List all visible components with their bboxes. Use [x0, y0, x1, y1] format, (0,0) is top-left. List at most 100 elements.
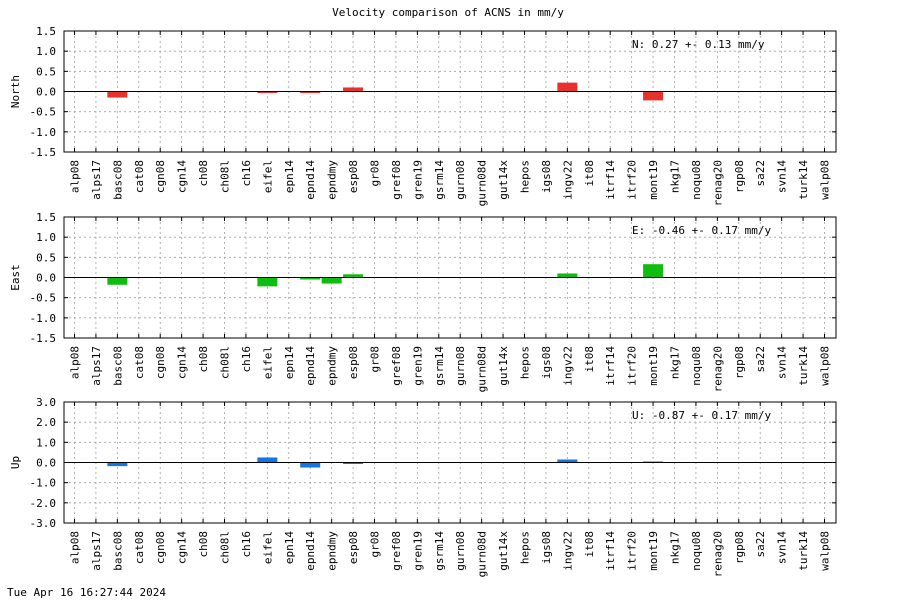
x-tick-label: gurn08 [454, 346, 467, 386]
x-tick-label: gren19 [411, 160, 424, 200]
x-tick-label: nkg17 [669, 160, 682, 193]
y-tick-label: 3.0 [36, 396, 56, 409]
x-tick-label: mont19 [647, 346, 660, 386]
x-tick-label: turk14 [797, 160, 810, 200]
x-tick-label: ingv22 [561, 531, 574, 571]
y-tick-label: 0.5 [36, 251, 56, 264]
up-panel: -3.0 -2.0 -1.0 0.0 1.0 2.0 3.0 alp08 alps17 basc0… [9, 396, 837, 577]
x-tick-label: eifel [261, 346, 274, 379]
x-tick-label: epndmy [326, 346, 339, 386]
stats-annotation: N: 0.27 +- 0.13 mm/y [632, 38, 765, 51]
x-tick-label: itrf20 [626, 160, 639, 200]
bar-north-eifel [257, 91, 278, 93]
y-tick-label: -0.5 [30, 106, 57, 119]
x-tick-label: epn14 [283, 160, 296, 193]
y-tick-label: -2.0 [30, 497, 57, 510]
x-tick-label: epnd14 [304, 160, 317, 200]
x-tick-label: igs08 [540, 346, 553, 379]
x-tick-label: esp08 [347, 346, 360, 379]
x-tick-label: epndmy [326, 531, 339, 571]
x-tick-label: svn14 [776, 531, 789, 564]
bar-east-epndmy [321, 277, 342, 284]
y-tick-label: -0.5 [30, 292, 57, 305]
x-tick-label: walp08 [819, 531, 832, 571]
x-tick-label: gref08 [390, 160, 403, 200]
x-tick-label: cgn14 [176, 346, 189, 379]
x-tick-label: itrf14 [604, 346, 617, 386]
y-tick-label: -1.0 [30, 477, 57, 490]
bar-east-epnd14 [300, 277, 321, 280]
stats-annotation: E: -0.46 +- 0.17 mm/y [632, 224, 771, 237]
bar-north-ingv22 [557, 82, 578, 92]
x-tick-label: gurn08d [476, 531, 489, 577]
x-tick-label: gut14x [497, 160, 510, 200]
bar-north-epnd14 [300, 91, 321, 93]
x-tick-label: gsrm14 [433, 531, 446, 571]
bar-up-esp08 [343, 462, 364, 464]
x-tick-label: ch08 [197, 346, 210, 373]
x-tick-label: mont19 [647, 160, 660, 200]
y-tick-label: 0.0 [36, 457, 56, 470]
timestamp: Tue Apr 16 16:27:44 2024 [7, 586, 166, 599]
x-tick-label: cat08 [133, 531, 146, 564]
x-tick-label: epnd14 [304, 346, 317, 386]
x-tick-label: epndmy [326, 160, 339, 200]
y-tick-label: 0.5 [36, 65, 56, 78]
stats-annotation: U: -0.87 +- 0.17 mm/y [632, 409, 771, 422]
x-tick-label: walp08 [819, 346, 832, 386]
x-tick-label: gref08 [390, 531, 403, 571]
x-tick-label: ingv22 [561, 160, 574, 200]
plot-frame [63, 216, 837, 339]
x-tick-label: rgp08 [733, 346, 746, 379]
x-tick-label: basc08 [111, 160, 124, 200]
x-tick-label: svn14 [776, 160, 789, 193]
x-tick-label: gr08 [369, 160, 382, 187]
x-tick-label: itrf14 [604, 160, 617, 200]
y-axis-label: North [9, 75, 22, 108]
x-tick-label: hepos [519, 346, 532, 379]
y-axis-label: Up [9, 456, 22, 469]
chart-panels: -1.5 -1.0 -0.5 0.0 0.5 1.0 1.5 alp08 alps17 basc0… [9, 25, 837, 577]
bar-up-eifel [257, 457, 278, 463]
x-tick-label: ch08 [197, 160, 210, 187]
x-tick-label: it08 [583, 531, 596, 558]
x-tick-label: it08 [583, 160, 596, 187]
y-tick-label: 1.5 [36, 211, 56, 224]
x-tick-label: nkg17 [669, 531, 682, 564]
y-tick-label: 1.0 [36, 45, 56, 58]
bar-up-ingv22 [557, 459, 578, 463]
y-tick-label: -1.5 [30, 146, 57, 159]
x-tick-label: alps17 [90, 160, 103, 200]
north-panel: -1.5 -1.0 -0.5 0.0 0.5 1.0 1.5 alp08 alps17 basc0… [9, 25, 837, 206]
y-tick-label: -1.0 [30, 126, 57, 139]
x-tick-label: ingv22 [561, 346, 574, 386]
x-tick-label: alps17 [90, 346, 103, 386]
x-tick-label: cat08 [133, 160, 146, 193]
x-tick-label: walp08 [819, 160, 832, 200]
x-tick-label: ch08l [219, 160, 232, 193]
bar-east-ingv22 [557, 273, 578, 278]
x-tick-label: ch16 [240, 160, 253, 187]
x-tick-label: gut14x [497, 346, 510, 386]
x-tick-label: eifel [261, 160, 274, 193]
bar-north-basc08 [107, 91, 128, 98]
y-tick-label: 0.0 [36, 86, 56, 99]
y-tick-label: 1.0 [36, 436, 56, 449]
bar-east-esp08 [343, 274, 364, 278]
x-tick-label: itrf14 [604, 531, 617, 571]
x-tick-label: gren19 [411, 346, 424, 386]
x-tick-label: epn14 [283, 346, 296, 379]
x-tick-label: ch08l [219, 531, 232, 564]
x-tick-label: alp08 [69, 346, 82, 379]
x-tick-label: basc08 [111, 346, 124, 386]
bar-east-basc08 [107, 277, 128, 285]
x-tick-label: itrf20 [626, 531, 639, 571]
x-tick-label: eifel [261, 531, 274, 564]
x-tick-label: epn14 [283, 531, 296, 564]
chart-title: Velocity comparison of ACNS in mm/y [332, 6, 564, 19]
x-tick-label: gurn08 [454, 531, 467, 571]
x-tick-label: gr08 [369, 531, 382, 558]
bar-east-eifel [257, 277, 278, 287]
x-tick-label: cat08 [133, 346, 146, 379]
x-tick-label: rgp08 [733, 531, 746, 564]
